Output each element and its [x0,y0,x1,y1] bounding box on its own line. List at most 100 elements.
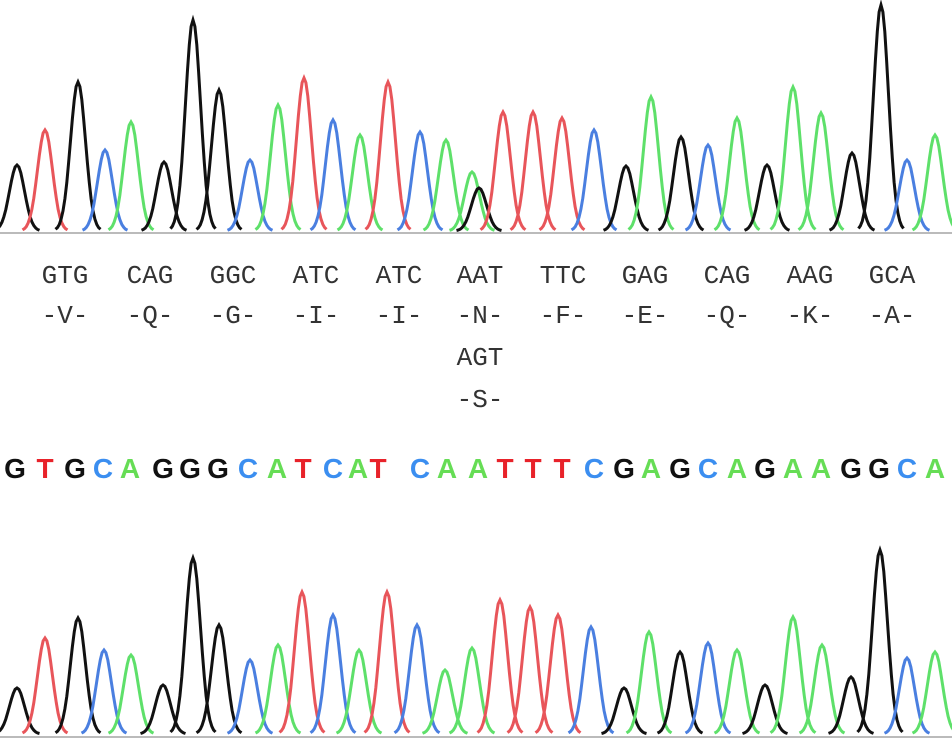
codon: AAG [787,261,834,291]
base-letter: G [4,453,26,484]
peak [21,635,69,735]
peak [107,118,155,232]
base-letter: T [36,453,53,484]
peak [534,611,582,734]
peak [169,553,217,734]
peak [335,647,383,735]
base-letter: G [613,453,635,484]
base-letter: T [524,453,541,484]
peak [140,159,188,232]
base-letter: A [925,453,945,484]
peak [309,611,357,734]
amino-acid: -G- [210,301,257,331]
peak [80,647,128,735]
peak [538,114,586,231]
base-letter: T [294,453,311,484]
base-letter: C [897,453,917,484]
base-letter: G [152,453,174,484]
codon: GAG [622,261,669,291]
peak [54,614,102,734]
peak [195,86,243,231]
codon: AAT [457,261,504,291]
amino-acid: -V- [42,301,89,331]
codon: ATC [293,261,340,291]
peak [140,683,186,735]
codon: CAG [127,261,174,291]
peak [0,686,40,735]
peak [742,683,788,735]
peak [656,649,704,735]
amino-acid: -I- [376,301,423,331]
base-letter: G [179,453,201,484]
bottom-chromatogram [0,545,952,738]
peak [81,147,129,232]
peak [421,667,469,735]
top-chromatogram [0,0,952,234]
peak [396,129,444,232]
peak [107,652,155,735]
amino-acid: -I- [293,301,340,331]
variant-amino-acid: -S- [457,385,504,415]
base-letter: C [323,453,343,484]
base-letter: G [754,453,776,484]
peak [226,657,274,735]
peak [883,655,931,735]
peak [0,162,41,232]
base-letter: A [727,453,747,484]
amino-acid: -Q- [127,301,174,331]
peak [456,186,502,232]
peak [684,142,732,232]
codon: ATC [376,261,423,291]
amino-acid: -N- [457,301,504,331]
peak [309,116,357,232]
peak [567,623,615,735]
peak [911,132,952,232]
peak [278,588,326,734]
peak [506,603,554,734]
peak [602,163,650,232]
codon: GCA [869,261,916,291]
base-letter: C [584,453,604,484]
base-letter: A [267,453,287,484]
base-letter: T [496,453,513,484]
base-letter: G [669,453,691,484]
peak [743,162,791,232]
amino-acid: -E- [622,301,669,331]
base-letter: C [698,453,718,484]
amino-acid: -A- [869,301,916,331]
peak [797,109,845,231]
codon: GGC [210,261,257,291]
base-letter: C [410,453,430,484]
base-letter: G [868,453,890,484]
base-letter: A [641,453,661,484]
amino-acid: -F- [540,301,587,331]
peak [422,137,470,232]
annotation: GTG CAG GGC ATC ATC AAT TTC GAG CAG AAG GCA-V- -Q- -… [4,261,945,484]
peak [336,132,384,232]
peak [254,642,302,735]
amino-acid: -Q- [704,301,751,331]
base-letter: C [238,453,258,484]
base-letter: A [437,453,457,484]
base-letter: T [369,453,386,484]
base-letter: A [468,453,488,484]
base-letter: A [348,453,368,484]
peak [827,674,875,735]
peak [713,114,761,231]
peak [828,150,876,232]
peak [625,629,673,735]
peak [570,127,618,232]
codon: CAG [704,261,751,291]
base-letter: T [553,453,570,484]
peak [911,649,952,735]
peak [226,157,274,232]
peak [657,134,705,232]
base-letter: G [64,453,86,484]
codon: TTC [540,261,587,291]
base-letter: A [783,453,803,484]
peak [195,621,243,735]
peak [364,78,412,231]
peak [448,645,496,735]
peak [883,157,931,232]
base-letter: A [811,453,831,484]
